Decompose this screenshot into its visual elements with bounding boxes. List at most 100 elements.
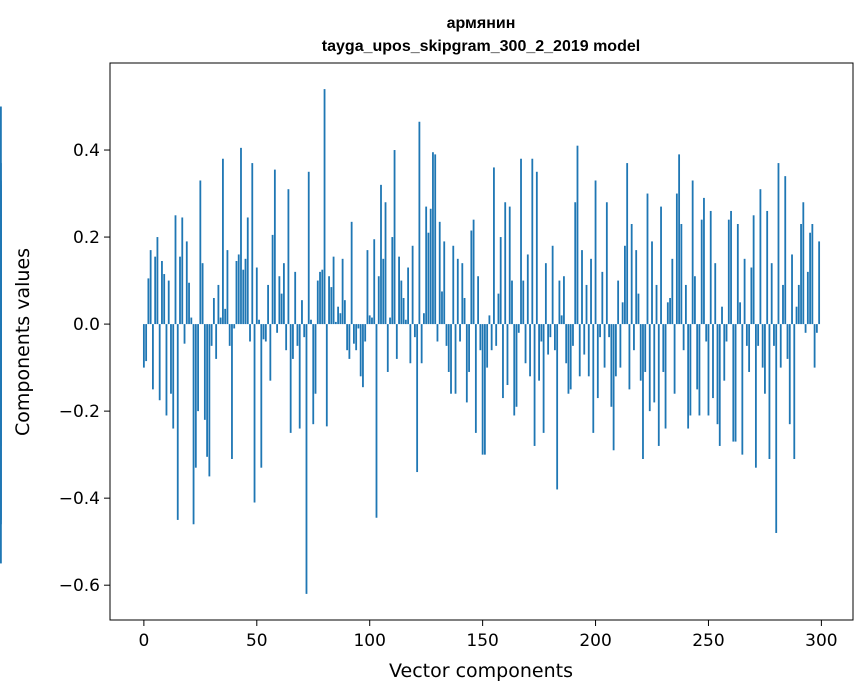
bar-8 <box>161 260 163 325</box>
bar-254 <box>716 324 719 425</box>
y-axis-label: Components values <box>12 248 34 436</box>
bar-221 <box>642 324 644 459</box>
bar-172 <box>531 158 534 325</box>
bar-132 <box>441 291 443 325</box>
bar-243 <box>691 180 694 325</box>
bar-131 <box>438 221 441 325</box>
bar-108 <box>386 324 389 372</box>
bar-12 <box>170 324 172 394</box>
bar-238 <box>680 224 683 325</box>
bar-222 <box>644 324 647 372</box>
bar-140 <box>459 324 461 342</box>
bar-197 <box>587 324 590 377</box>
bar-280 <box>775 324 778 533</box>
bar-127 <box>429 208 432 325</box>
bar-93 <box>352 324 355 344</box>
bar-144 <box>468 324 470 372</box>
bar-52 <box>260 324 263 468</box>
bar-121 <box>416 324 419 473</box>
bar-253 <box>714 263 717 325</box>
bar-293 <box>804 324 807 333</box>
bar-84 <box>332 256 335 325</box>
bar-129 <box>434 154 437 325</box>
bar-281 <box>777 163 780 325</box>
bar-23 <box>194 324 197 468</box>
bar-15 <box>176 324 179 520</box>
bar-65 <box>289 324 292 433</box>
bar-92 <box>350 221 353 325</box>
bar-263 <box>736 224 739 325</box>
y-tick-label: −0.2 <box>59 402 100 422</box>
bar-9 <box>163 274 166 325</box>
bar-80 <box>323 89 326 325</box>
bar-335 <box>0 311 2 325</box>
bar-135 <box>447 324 450 372</box>
bar-234 <box>671 258 674 325</box>
bar-36 <box>224 308 227 325</box>
bar-106 <box>382 258 385 325</box>
bar-136 <box>450 324 452 394</box>
bar-179 <box>547 324 550 355</box>
bar-76 <box>314 324 317 394</box>
bar-101 <box>371 317 373 325</box>
bar-104 <box>377 276 380 325</box>
bar-119 <box>411 245 414 325</box>
bar-42 <box>237 254 240 325</box>
bar-147 <box>474 324 477 433</box>
bar-73 <box>307 171 310 325</box>
bar-239 <box>682 324 685 351</box>
bar-24 <box>197 324 199 412</box>
bar-246 <box>698 324 701 416</box>
bar-184 <box>558 280 561 325</box>
bar-1 <box>145 324 148 362</box>
bar-232 <box>666 302 669 325</box>
bar-278 <box>770 263 773 325</box>
bar-100 <box>368 315 371 325</box>
bar-57 <box>271 234 274 325</box>
bar-3 <box>149 250 152 325</box>
bar-62 <box>282 263 285 325</box>
bar-214 <box>626 163 629 325</box>
bar-19 <box>185 241 188 325</box>
bar-33 <box>217 284 220 325</box>
bar-249 <box>705 324 708 342</box>
bar-71 <box>303 324 306 338</box>
bar-66 <box>292 324 294 359</box>
bar-30 <box>210 324 213 346</box>
bar-212 <box>621 302 624 325</box>
bar-180 <box>549 324 552 338</box>
bar-259 <box>727 219 730 325</box>
bar-204 <box>603 324 606 368</box>
bar-95 <box>357 324 360 329</box>
bar-94 <box>355 324 358 351</box>
bar-241 <box>687 324 690 429</box>
bar-177 <box>542 324 545 433</box>
bar-224 <box>648 324 651 412</box>
bar-143 <box>465 324 468 403</box>
bar-274 <box>761 324 764 368</box>
bar-171 <box>529 324 531 377</box>
bar-67 <box>294 271 297 325</box>
bar-111 <box>393 150 396 325</box>
bar-206 <box>608 324 611 338</box>
bar-233 <box>669 297 671 325</box>
bar-205 <box>605 202 608 325</box>
x-tick-label: 250 <box>692 631 724 651</box>
bar-215 <box>628 324 631 390</box>
bar-99 <box>366 250 369 325</box>
bar-173 <box>533 324 536 446</box>
bar-18 <box>183 324 186 344</box>
bar-168 <box>522 280 525 325</box>
bar-22 <box>192 324 195 525</box>
bar-46 <box>246 217 249 325</box>
bar-157 <box>497 293 500 325</box>
bar-267 <box>745 324 748 346</box>
bar-286 <box>788 324 791 425</box>
bar-176 <box>540 324 543 342</box>
bar-50 <box>255 267 258 325</box>
bar-107 <box>384 202 387 325</box>
bar-186 <box>563 276 565 325</box>
y-tick-label: 0.2 <box>73 228 100 248</box>
bar-269 <box>750 267 753 325</box>
bar-17 <box>181 217 184 325</box>
